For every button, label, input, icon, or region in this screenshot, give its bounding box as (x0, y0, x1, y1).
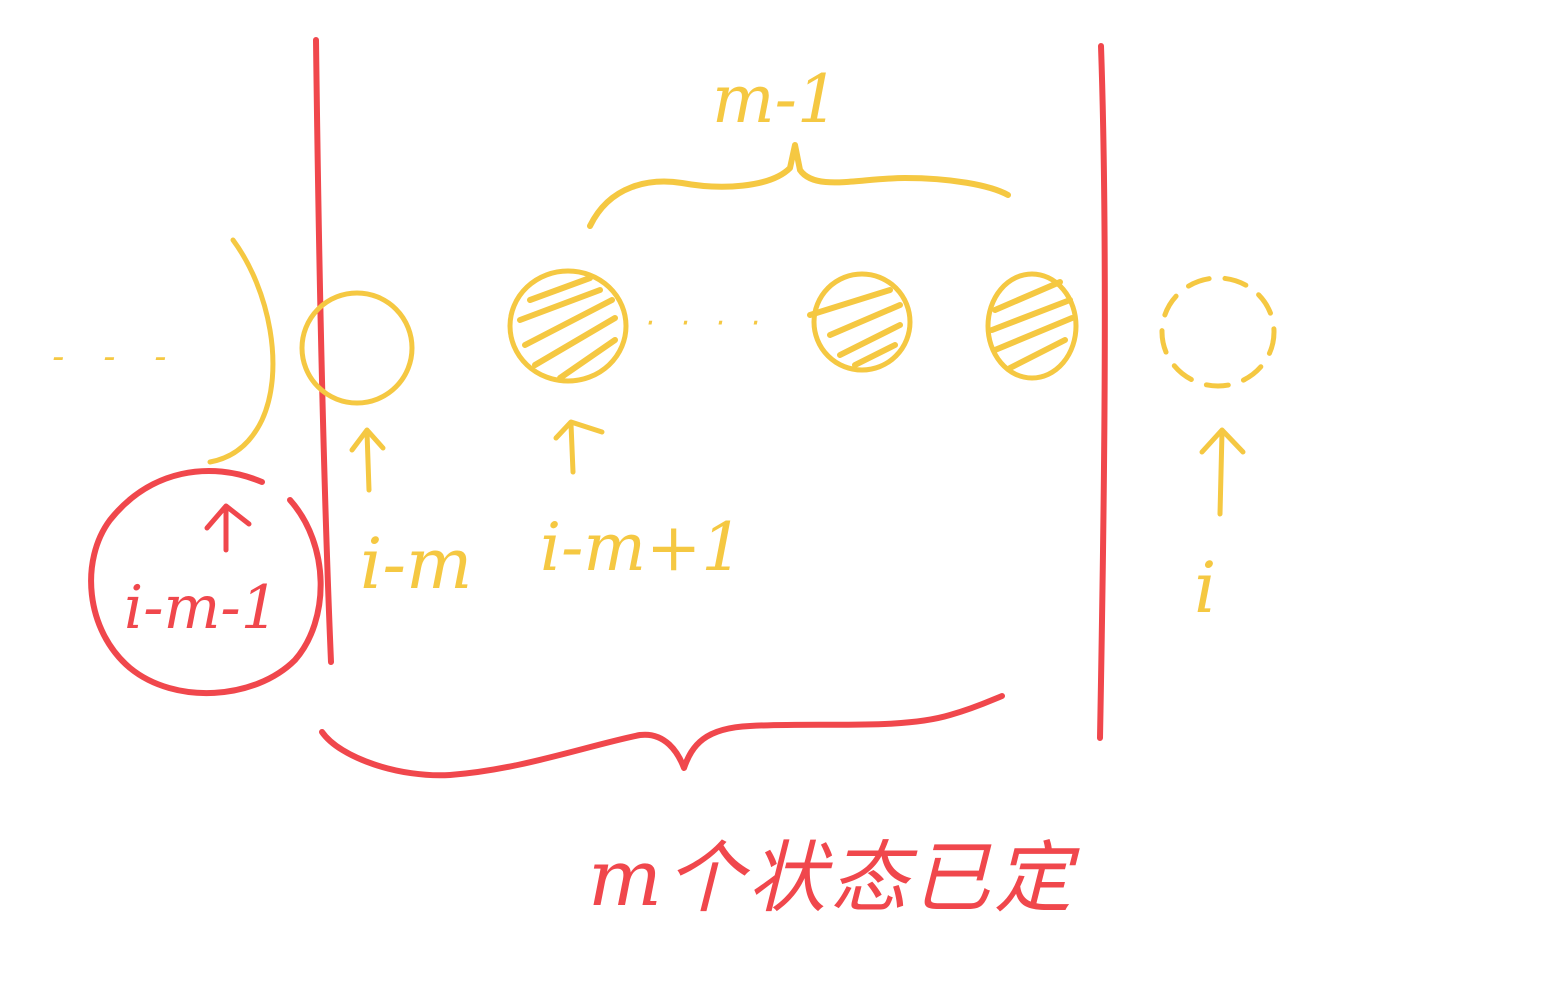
label-i-m: i-m (360, 523, 472, 605)
label-i-m-plus-1: i-m+1 (540, 509, 743, 586)
leading-dots: - - - (52, 337, 180, 377)
arrow-i (1199, 427, 1246, 517)
bottom-brace (319, 693, 1005, 779)
left-window-bar (313, 37, 334, 665)
bottom-caption: m个状态已定 (588, 834, 1080, 924)
state-circle-i-m (299, 290, 415, 406)
top-brace (587, 142, 1011, 229)
prev-state-arrow (204, 503, 252, 553)
state-circle-filled-2 (807, 271, 913, 373)
state-circle-filled-3 (985, 271, 1079, 381)
arrow-i-m (349, 427, 386, 493)
right-window-bar (1097, 43, 1108, 741)
label-i: i (1194, 547, 1216, 629)
state-circle-i-m-plus-1 (507, 268, 629, 384)
state-circle-i (1159, 275, 1277, 389)
arrow-i-m-plus-1 (553, 419, 605, 475)
top-brace-label: m-1 (712, 61, 839, 138)
boundary-arc (207, 237, 276, 465)
prev-state-label: i-m-1 (124, 573, 279, 643)
middle-dots: · · · · (645, 306, 768, 341)
prev-state-circle (88, 468, 324, 696)
